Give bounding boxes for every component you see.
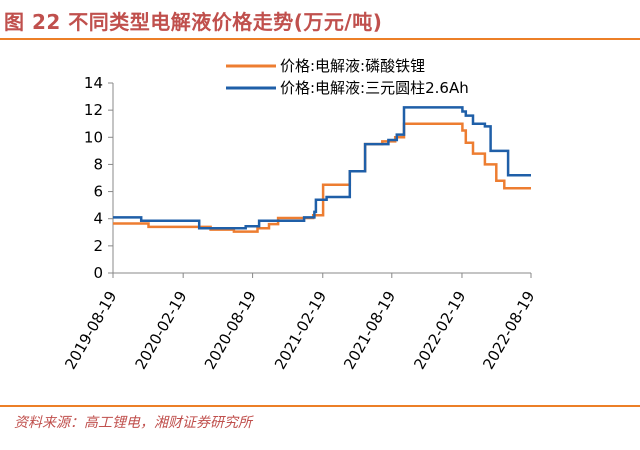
x-tick-label: 2019-08-19: [61, 288, 120, 373]
figure-title: 图 22 不同类型电解液价格走势(万元/吨): [4, 10, 383, 34]
legend-label-2: 价格:电解液:三元圆柱2.6Ah: [280, 79, 469, 97]
source-note: 资料来源：高工锂电，湘财证券研究所: [14, 415, 252, 431]
x-tick-label: 2021-02-19: [271, 288, 330, 373]
x-tick-label: 2020-02-19: [131, 288, 190, 373]
line-chart: 0 2 4 6 8 10 12 14 2019-08-19 2020-02-19 2020-08-1…: [61, 57, 538, 373]
y-tick-label: 6: [93, 183, 103, 201]
y-tick-label: 4: [93, 210, 103, 228]
y-tick-label: 12: [84, 101, 103, 119]
title-divider: [0, 38, 640, 40]
y-tick-label: 0: [93, 264, 103, 282]
series-line-1: [113, 122, 531, 233]
legend-label-1: 价格:电解液:磷酸铁锂: [280, 57, 425, 75]
footer-divider: [0, 405, 640, 407]
y-tick-label: 10: [84, 128, 103, 146]
x-tick-label: 2021-08-19: [340, 288, 399, 373]
series-line-2: [113, 106, 531, 230]
x-tick-label: 2022-02-19: [410, 288, 469, 373]
x-tick-label: 2020-08-19: [201, 288, 260, 373]
y-tick-label: 8: [93, 155, 103, 173]
x-tick-label: 2022-08-19: [479, 288, 538, 373]
y-tick-label: 2: [93, 237, 103, 255]
y-tick-label: 14: [84, 74, 103, 92]
